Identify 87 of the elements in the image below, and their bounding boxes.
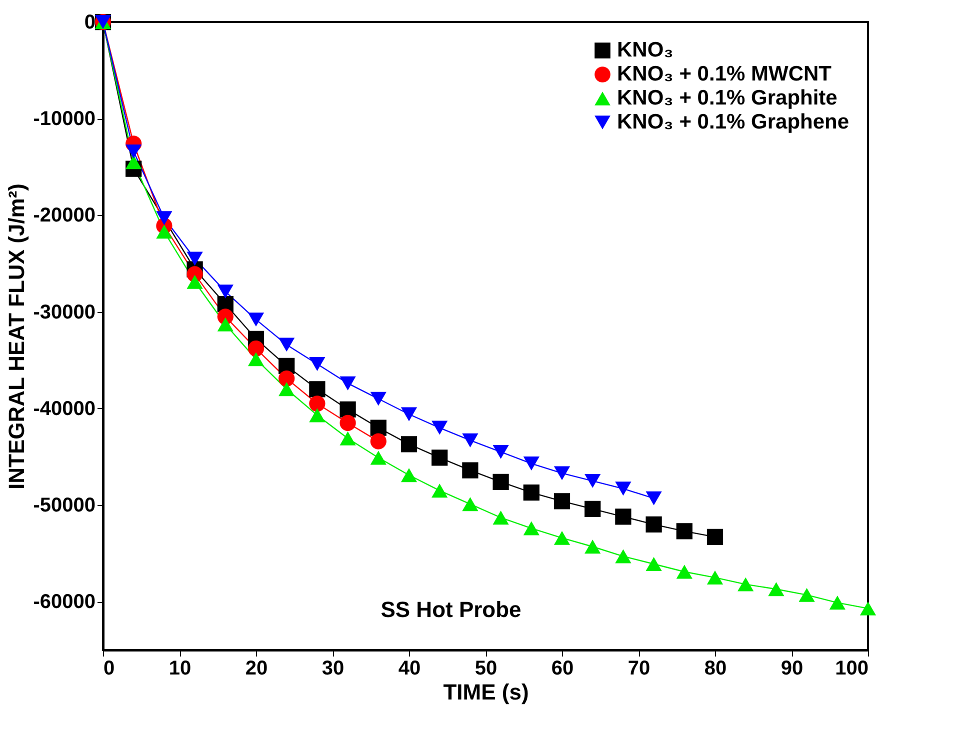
point: [492, 444, 509, 459]
point: [432, 484, 448, 498]
point: [646, 557, 662, 571]
annotation: SS Hot Probe: [380, 597, 522, 622]
point: [432, 420, 448, 435]
point: [340, 414, 356, 431]
point: [186, 274, 203, 289]
point: [370, 450, 386, 465]
y-axis-title: INTEGRAL HEAT FLUX (J/m²): [4, 184, 30, 490]
y-tick-label: -30000: [33, 301, 96, 324]
point: [248, 352, 264, 366]
y-tick-label: -10000: [33, 108, 96, 130]
point: [340, 431, 356, 446]
x-axis-title: TIME (s): [443, 680, 529, 704]
y-tick-label: -50000: [33, 494, 96, 517]
point: [860, 601, 876, 616]
x-tick-label: 0: [104, 658, 115, 680]
point: [706, 528, 724, 546]
point: [706, 570, 724, 585]
point: [492, 510, 509, 525]
point: [126, 155, 142, 170]
y-tick-label: 0: [84, 12, 96, 34]
point: [126, 144, 142, 158]
point: [309, 396, 326, 412]
x-tick-label: 20: [245, 658, 268, 680]
point: [462, 462, 478, 478]
x-tick-label: 50: [474, 658, 498, 680]
y-tick-label: -40000: [33, 398, 96, 420]
point: [186, 252, 203, 266]
point: [217, 284, 234, 299]
point: [584, 474, 601, 488]
legend-label: KNO₃ + 0.1% Graphene: [617, 110, 850, 134]
point: [646, 491, 662, 506]
point: [340, 376, 356, 390]
point: [462, 497, 478, 512]
point: [768, 582, 784, 596]
point: [829, 596, 846, 610]
point: [156, 211, 172, 226]
point: [676, 523, 692, 540]
legend-label: KNO₃ + 0.1% Graphite: [617, 86, 838, 110]
point: [400, 436, 418, 452]
point: [370, 433, 386, 450]
legend-label: KNO₃ + 0.1% MWCNT: [617, 62, 832, 86]
point: [370, 420, 386, 436]
point: [278, 382, 295, 396]
x-tick-label: 40: [398, 658, 421, 680]
point: [554, 530, 570, 545]
y-tick-label: -60000: [33, 591, 96, 614]
point: [309, 357, 326, 371]
x-tick-label: 10: [168, 658, 192, 680]
x-tick-label: 80: [704, 658, 727, 680]
point: [400, 468, 418, 482]
point: [615, 508, 632, 525]
x-tick-label: 90: [780, 658, 804, 680]
legend-label: KNO₃: [617, 38, 674, 62]
point: [798, 588, 815, 602]
point: [584, 500, 601, 518]
point: [309, 408, 326, 422]
point: [738, 577, 754, 592]
point: [523, 484, 540, 501]
point: [554, 493, 570, 510]
point: [554, 466, 570, 480]
point: [492, 474, 509, 490]
point: [646, 516, 662, 532]
point: [278, 338, 295, 352]
x-tick-label: 60: [551, 658, 574, 680]
point: [615, 482, 632, 496]
point: [309, 381, 326, 398]
point: [523, 456, 540, 471]
point: [340, 401, 356, 418]
point: [523, 521, 540, 536]
point: [248, 312, 264, 327]
x-tick-label: 70: [628, 658, 650, 680]
point: [248, 340, 264, 357]
x-tick-label: 100: [835, 658, 868, 680]
point: [462, 433, 478, 448]
point: [584, 540, 601, 554]
point: [278, 370, 295, 387]
point: [217, 317, 234, 332]
point: [156, 224, 172, 239]
point: [370, 392, 386, 406]
x-tick-label: 30: [322, 658, 344, 680]
point: [400, 407, 418, 422]
y-tick-label: -20000: [33, 204, 96, 227]
point: [676, 564, 692, 579]
point: [615, 549, 632, 564]
point: [432, 450, 448, 466]
